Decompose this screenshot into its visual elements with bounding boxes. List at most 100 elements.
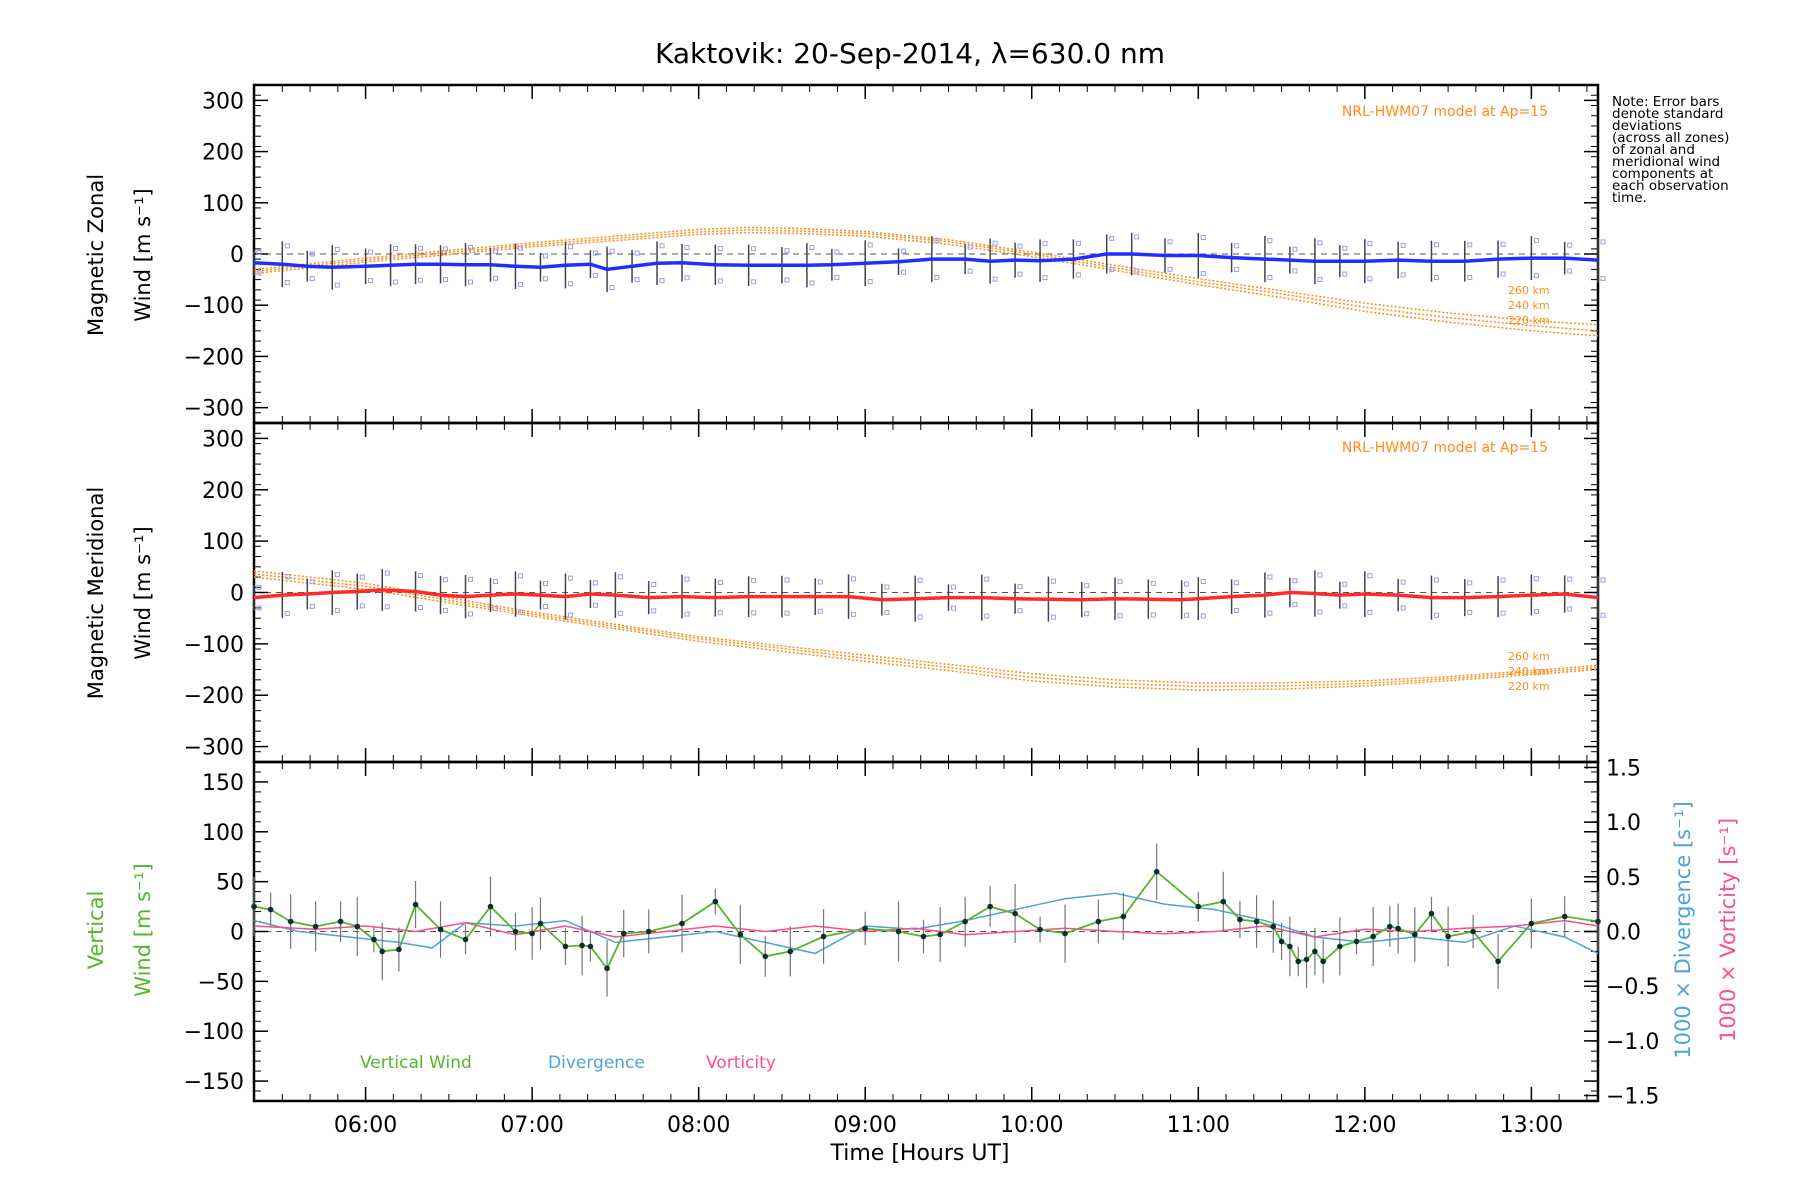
vertical-wind-point xyxy=(937,931,943,938)
note-line: (across all zones) xyxy=(1612,130,1730,146)
zone-marker xyxy=(751,577,757,583)
meridional-ylabel-bottom: Wind [m s⁻¹] xyxy=(131,526,155,659)
meridional-alt-240: 240 km xyxy=(1508,665,1550,678)
zone-marker xyxy=(659,278,665,284)
zone-marker xyxy=(1200,579,1206,585)
zone-marker xyxy=(418,245,424,251)
y-tick-label: −300 xyxy=(184,736,244,761)
zone-marker xyxy=(851,576,857,582)
zone-marker xyxy=(784,577,790,583)
zone-marker xyxy=(418,604,424,610)
vertical-wind-point xyxy=(1470,928,1476,935)
zone-marker xyxy=(517,245,523,251)
zone-marker xyxy=(1109,235,1115,241)
vertical-wind-point xyxy=(396,946,402,953)
zone-marker xyxy=(592,580,598,586)
x-tick-label: 13:00 xyxy=(1500,1113,1563,1138)
zone-marker xyxy=(992,276,998,282)
zone-marker xyxy=(567,575,573,581)
x-tick-label: 07:00 xyxy=(500,1113,563,1138)
zone-marker xyxy=(634,276,640,282)
zone-marker xyxy=(617,574,623,580)
vertical-wind-point xyxy=(287,918,294,925)
vertical-wind-point xyxy=(412,901,419,908)
zone-marker xyxy=(443,577,449,583)
zone-marker xyxy=(256,605,262,611)
zone-marker xyxy=(592,602,598,608)
zone-marker xyxy=(1400,579,1406,585)
zone-marker xyxy=(809,280,815,286)
y-tick-label: 100 xyxy=(202,192,244,217)
zone-marker xyxy=(1342,603,1348,609)
zone-marker xyxy=(817,608,823,614)
zone-marker xyxy=(542,604,548,610)
zone-marker xyxy=(1200,613,1206,619)
zone-marker xyxy=(1600,612,1606,618)
note-line: Note: Error bars xyxy=(1612,94,1720,110)
zone-marker xyxy=(393,279,399,285)
zone-marker xyxy=(1267,610,1273,616)
zone-marker xyxy=(784,248,790,254)
note-line: components at xyxy=(1612,166,1714,182)
zone-marker xyxy=(917,577,923,583)
zone-marker xyxy=(1292,601,1298,607)
y2-tick-label: −0.5 xyxy=(1606,975,1659,1000)
vertical-wind-point xyxy=(1220,898,1227,905)
zone-marker xyxy=(418,277,424,283)
zonal-wind-line xyxy=(253,252,1599,272)
zone-marker xyxy=(309,579,315,585)
zone-marker xyxy=(1400,605,1406,611)
vertical-wind-point xyxy=(1395,925,1401,932)
zone-marker xyxy=(659,243,665,249)
model-curve xyxy=(253,576,1599,691)
zone-marker xyxy=(393,245,399,251)
zone-marker xyxy=(368,249,374,255)
vertical-wind-point xyxy=(354,923,361,930)
zone-marker xyxy=(359,574,365,580)
zone-marker xyxy=(1167,266,1173,272)
vertical-wind-point xyxy=(512,928,519,935)
zone-marker xyxy=(717,246,723,252)
y-tick-label: 50 xyxy=(216,871,244,896)
zone-marker xyxy=(1600,577,1606,583)
x-tick-label: 08:00 xyxy=(667,1113,730,1138)
vertical-wind-point xyxy=(371,936,377,943)
zone-marker xyxy=(284,243,290,249)
y2-tick-label: −1.0 xyxy=(1606,1030,1659,1055)
zone-marker xyxy=(1042,275,1048,281)
zone-marker xyxy=(1433,242,1439,248)
zone-marker xyxy=(1075,272,1081,278)
zone-marker xyxy=(1017,243,1023,249)
zone-marker xyxy=(567,244,573,250)
zone-marker xyxy=(542,276,548,282)
vertical-wind-point xyxy=(462,936,469,943)
zone-marker xyxy=(1500,577,1506,583)
zone-marker xyxy=(309,603,315,609)
vertical-wind-point xyxy=(1153,868,1160,875)
vertical-wind-point xyxy=(1595,918,1601,925)
vertical-wind-point xyxy=(1445,933,1451,940)
meridional-ylabel-top: Magnetic Meridional xyxy=(84,487,108,699)
zone-marker xyxy=(1017,271,1023,277)
vertical-wind-point xyxy=(1237,916,1243,923)
vertical-wind-point xyxy=(251,903,257,910)
vertical-wind-point xyxy=(1337,943,1343,950)
vertical-wind-point xyxy=(862,925,869,932)
zone-marker xyxy=(967,244,973,250)
zone-marker xyxy=(1342,271,1348,277)
vertical-wind-point xyxy=(1303,956,1310,963)
vertical-wind-point xyxy=(737,931,744,938)
zone-marker xyxy=(284,280,290,286)
y-tick-label: −200 xyxy=(184,684,244,709)
vertical-wind-point xyxy=(620,930,627,937)
zone-marker xyxy=(984,576,990,582)
zone-marker xyxy=(609,248,615,254)
vertical-wind-point xyxy=(1320,958,1327,965)
legend-divergence: Divergence xyxy=(548,1053,645,1073)
zone-marker xyxy=(256,249,262,255)
model-curve xyxy=(253,231,1599,337)
y2-tick-label: 1.0 xyxy=(1606,811,1641,836)
y-tick-label: −200 xyxy=(184,345,244,370)
zone-marker xyxy=(1567,606,1573,612)
